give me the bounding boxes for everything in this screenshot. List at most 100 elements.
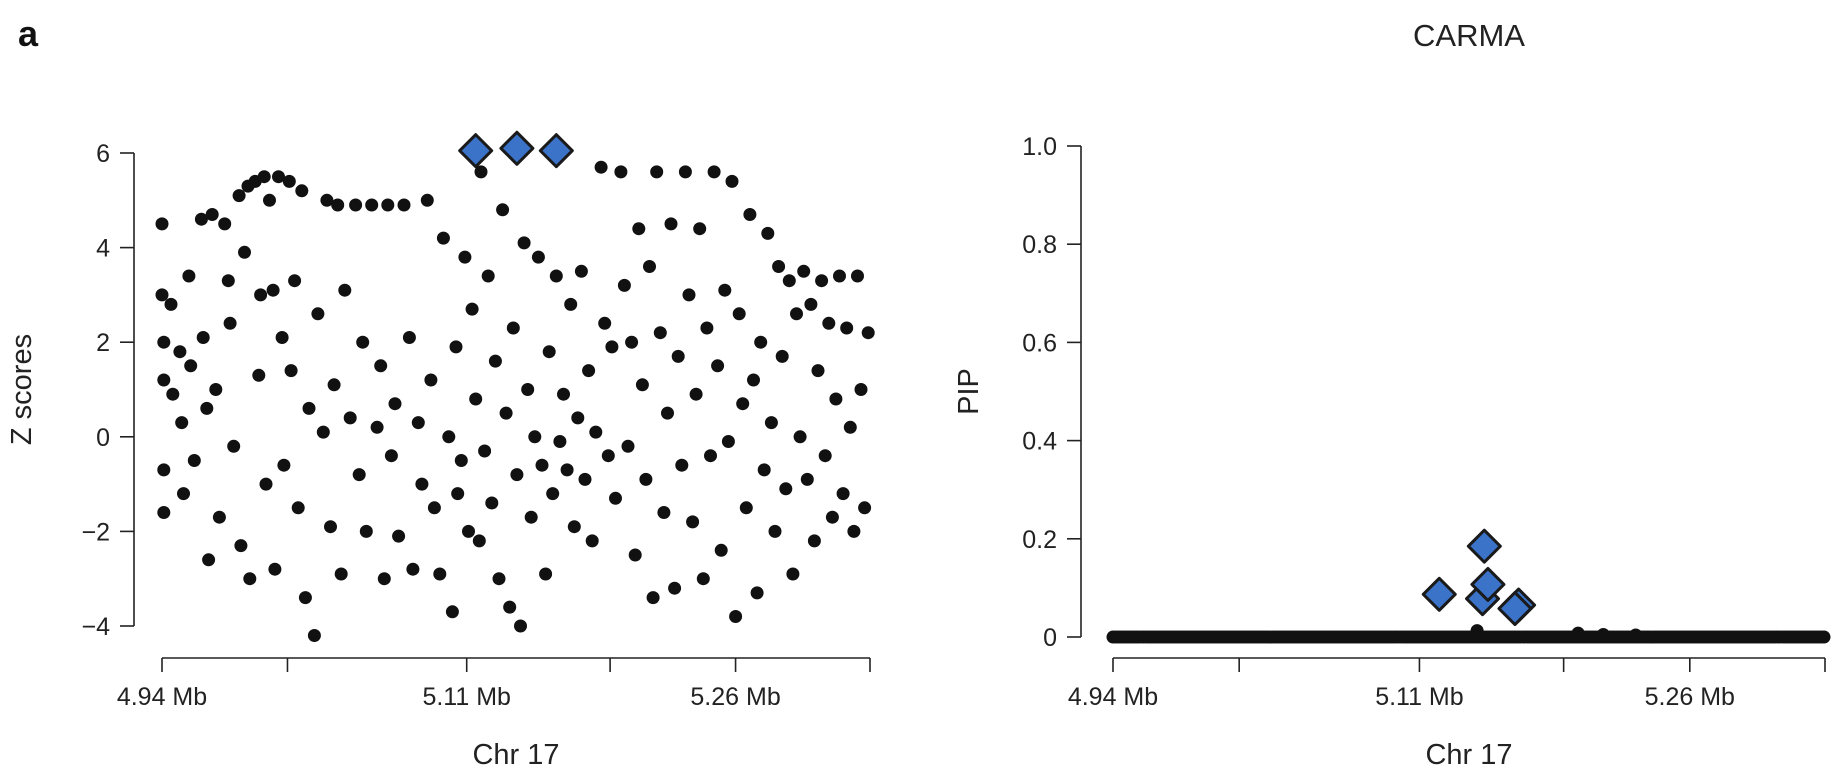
data-point [750,586,764,600]
data-point [1470,624,1484,638]
data-point [298,591,312,605]
data-point [843,420,857,434]
data-point [693,222,707,236]
data-point [433,567,447,581]
y-tick-label: 0.8 [1022,231,1057,259]
pip-baseline-point [1817,630,1831,644]
z-score-chart: 4.94 Mb 5.11 Mb 5.26 Mb −4 −2 0 2 4 6 Chr 17 Z s… [6,130,875,771]
data-point [739,501,753,515]
data-point [535,458,549,472]
data-point [415,477,429,491]
data-point [822,316,836,330]
data-point [639,472,653,486]
data-point [481,269,495,283]
data-point [657,506,671,519]
data-point [621,439,635,453]
data-point [374,359,388,373]
data-point [205,208,219,221]
data-point [442,430,456,444]
data-point [420,193,434,207]
data-point [825,510,839,524]
data-point [384,449,398,463]
highlight-point [1421,576,1457,612]
data-point [772,260,786,273]
data-point [517,236,531,250]
data-point [861,326,875,340]
data-point [175,416,189,430]
data-point [221,274,235,288]
data-point [427,501,441,515]
data-point [632,222,646,236]
data-point [560,463,574,477]
data-point [338,283,352,297]
data-point [521,383,535,396]
data-point [689,387,703,401]
data-point [365,198,379,212]
data-point [474,165,488,179]
data-point [833,269,846,283]
data-point [177,487,190,501]
data-point [790,307,803,321]
y-tick-label: 4 [96,235,110,263]
x-tick-label: 4.94 Mb [1068,683,1158,711]
data-point [397,198,411,212]
data-point [458,250,472,264]
data-point [424,373,438,387]
data-point [478,444,492,458]
data-point [275,331,289,344]
highlight-point [499,130,535,166]
data-point [721,435,735,448]
data-point [157,373,171,387]
data-point [454,454,468,467]
data-point [564,297,578,311]
data-point [851,269,864,283]
data-point [266,283,280,297]
data-point [664,217,678,231]
data-point [320,193,334,207]
y-axis-label: PIP [953,368,985,415]
data-point [807,534,821,548]
data-point [272,170,285,184]
z-score-points [155,160,875,642]
data-point [650,165,664,179]
data-point [436,231,450,245]
data-point [625,335,639,349]
data-point [485,496,499,510]
data-point [700,321,714,335]
highlight-point [1497,591,1533,627]
x-tick-label: 5.11 Mb [422,683,510,711]
data-point [311,307,325,321]
data-point [605,340,619,354]
data-point [166,387,180,401]
y-tick-label: 2 [96,329,110,357]
data-point [675,458,689,472]
data-point [800,472,814,486]
data-point [155,217,169,231]
data-point [840,321,854,335]
data-point [472,534,486,548]
data-point [682,288,696,302]
data-point [578,472,592,486]
data-point [617,278,631,292]
data-point [1629,628,1643,642]
data-point [609,491,622,505]
data-point [187,454,201,467]
data-point [316,425,330,439]
y-tick-label: 0.4 [1022,428,1057,456]
data-point [829,392,843,406]
data-point [571,411,585,425]
data-point [196,331,210,344]
data-point [729,610,743,623]
pip-axes: 4.94 Mb 5.11 Mb 5.26 Mb 0 0.2 0.4 0.6 0.8 1.0 [1022,133,1826,711]
data-point [334,567,348,581]
data-point [259,477,273,491]
data-point [157,463,171,477]
data-point [797,264,811,278]
x-tick-label: 5.26 Mb [1645,683,1735,711]
data-point [282,174,296,188]
data-point [514,619,527,633]
data-point [786,567,800,581]
data-point [324,520,337,534]
y-axis-label: Z scores [6,334,38,445]
y-tick-label: 0 [1043,624,1057,652]
